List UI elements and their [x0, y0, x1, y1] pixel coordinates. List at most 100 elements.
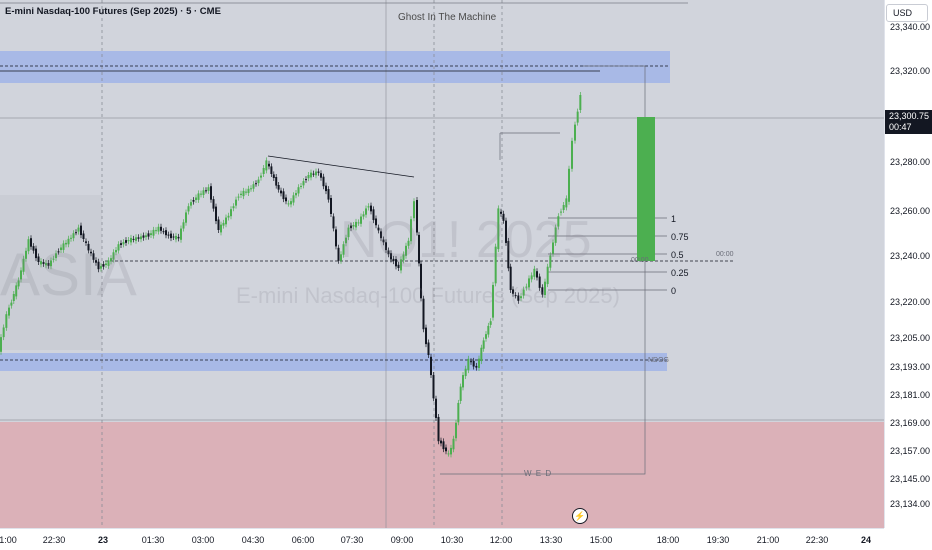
- candle-body: [187, 206, 190, 212]
- candle-body: [268, 163, 270, 167]
- candle-body: [300, 185, 302, 187]
- candle-body: [287, 203, 290, 205]
- candle-body: [227, 215, 230, 218]
- candle-body: [257, 179, 260, 184]
- candle-body: [435, 398, 437, 418]
- candle-body: [410, 219, 412, 242]
- candle-body: [40, 261, 42, 265]
- candle-body: [195, 197, 197, 200]
- candle-body: [552, 242, 554, 254]
- candle-body: [475, 365, 478, 368]
- candle-body: [280, 190, 282, 194]
- candle-body: [485, 334, 487, 339]
- candle-body: [52, 258, 55, 260]
- candle-body: [140, 236, 142, 240]
- price-tick: 23,340.00: [890, 22, 931, 32]
- candle-body: [90, 251, 92, 254]
- candle-body: [242, 190, 245, 197]
- candle-body: [202, 190, 205, 196]
- candle-body: [507, 240, 510, 269]
- candle-body: [30, 238, 32, 247]
- candle-body: [452, 438, 455, 450]
- candle-body: [312, 173, 315, 175]
- price-tick: 23,145.00: [890, 474, 931, 484]
- candle-body: [172, 236, 175, 238]
- candle-body: [442, 441, 445, 450]
- symbol-legend[interactable]: E-mini Nasdaq-100 Futures (Sep 2025) · 5…: [5, 6, 221, 17]
- fib-label: 0.25: [671, 268, 689, 278]
- price-axis[interactable]: [884, 0, 932, 528]
- candle-body: [467, 358, 470, 371]
- time-axis[interactable]: 1:00 22:30 23 01:30 03:00 04:30 06:00 07…: [0, 528, 884, 550]
- lightning-icon[interactable]: ⚡: [572, 508, 588, 524]
- price-tick: 23,157.00: [890, 446, 931, 456]
- chart-plot-area[interactable]: ASIA NQ1! 2025 E-mini Nasdaq-100 Futures…: [0, 0, 884, 528]
- candle-body: [530, 275, 533, 280]
- candle-body: [47, 263, 50, 266]
- candle-body: [432, 375, 435, 399]
- candle-body: [362, 214, 365, 217]
- time-tick: 13:30: [539, 535, 563, 545]
- fib-label: 1: [671, 214, 677, 224]
- axis-corner: [884, 528, 932, 550]
- candle-body: [350, 225, 352, 229]
- candle-body: [400, 259, 402, 271]
- candle-body: [420, 263, 422, 299]
- candle-body: [387, 250, 390, 255]
- candle-body: [395, 259, 397, 267]
- chart-canvas[interactable]: [0, 0, 884, 528]
- candle-body: [282, 191, 285, 200]
- time-tick: 04:30: [241, 535, 265, 545]
- price-tick: 23,134.00: [890, 499, 931, 509]
- candle-body: [162, 231, 165, 233]
- candle-body: [574, 124, 576, 141]
- asia-session-box: [0, 195, 102, 350]
- candle-body: [512, 289, 514, 294]
- time-tick: 22:30: [42, 535, 66, 545]
- indicator-title[interactable]: Ghost In The Machine: [398, 12, 497, 23]
- currency-button[interactable]: USD: [886, 4, 928, 22]
- candle-body: [182, 222, 185, 229]
- time-tick: 03:00: [191, 535, 215, 545]
- candle-body: [42, 262, 45, 264]
- candle-body: [135, 237, 137, 241]
- candle-body: [568, 168, 570, 202]
- candle-body: [418, 234, 420, 264]
- candle-body: [35, 248, 37, 259]
- candle-body: [245, 191, 247, 193]
- candle-body: [142, 235, 145, 238]
- candle-body: [565, 198, 568, 208]
- time-tick: 09:00: [390, 535, 414, 545]
- candle-body: [117, 244, 120, 251]
- candle-body: [525, 286, 528, 288]
- candle-body: [112, 252, 115, 260]
- time-tick: 24: [860, 535, 872, 545]
- candle-body: [255, 183, 257, 185]
- candle-body: [430, 356, 432, 376]
- candle-body: [260, 175, 262, 178]
- candle-body: [100, 266, 102, 269]
- red-zone: [0, 422, 884, 528]
- candle-body: [380, 231, 382, 239]
- candle-body: [207, 187, 210, 191]
- candle-body: [402, 254, 405, 261]
- candle-body: [122, 242, 125, 245]
- candle-body: [367, 206, 370, 208]
- candle-body: [377, 227, 380, 231]
- time-tick: 06:00: [291, 535, 315, 545]
- candle-body: [472, 360, 475, 367]
- candle-body: [352, 225, 355, 227]
- candle-body: [440, 440, 442, 444]
- candle-body: [422, 298, 425, 330]
- candle-body: [110, 258, 112, 262]
- candle-body: [397, 264, 400, 268]
- candle-body: [407, 240, 410, 246]
- candle-body: [77, 227, 80, 232]
- candle-body: [382, 239, 385, 243]
- candle-body: [247, 188, 250, 194]
- candle-body: [190, 202, 192, 206]
- time-tick: 12:00: [489, 535, 513, 545]
- candle-body: [32, 246, 35, 251]
- candle-body: [285, 197, 287, 202]
- candle-body: [337, 247, 340, 261]
